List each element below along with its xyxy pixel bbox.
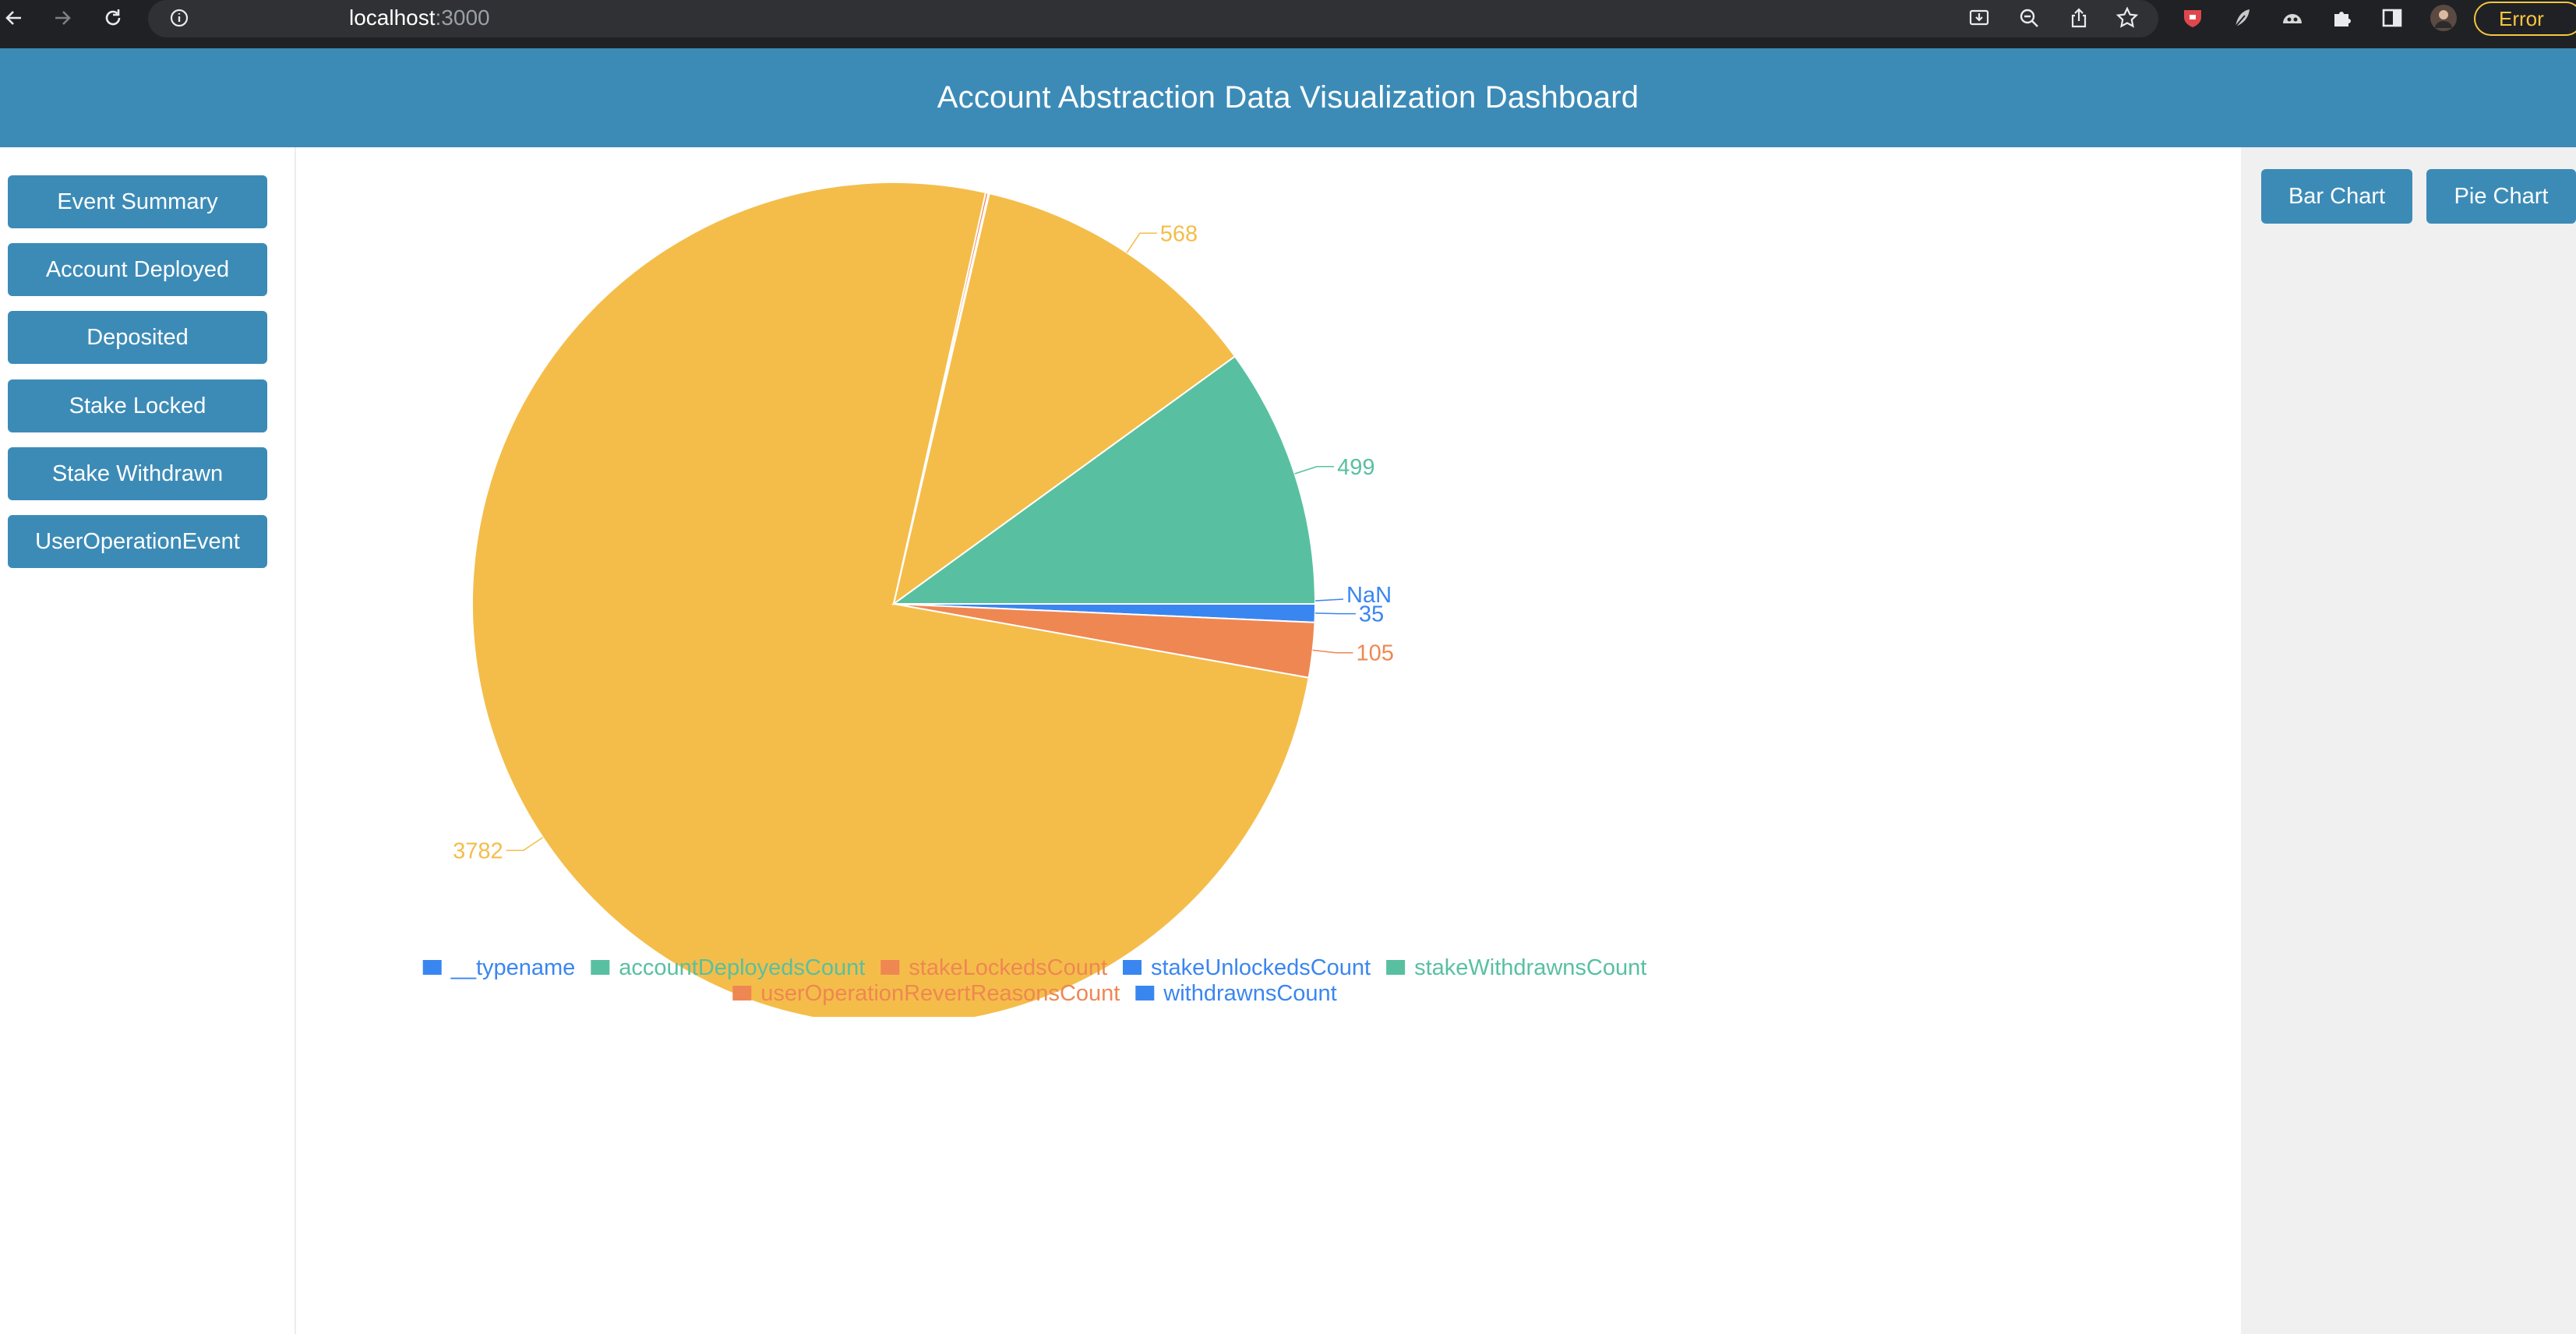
address-text: localhost:3000 xyxy=(349,3,490,33)
chart-legend: __typename accountDeployedsCount stakeLock… xyxy=(422,955,1646,1006)
back-arrow-icon[interactable] xyxy=(0,0,28,36)
nan-label-line xyxy=(1314,598,1344,602)
legend-swatch xyxy=(1135,986,1155,1000)
ghost-extension-icon[interactable] xyxy=(2277,0,2308,36)
address-host: localhost xyxy=(349,5,436,30)
slice-label-line xyxy=(506,837,544,852)
sidebar-item-deposited[interactable]: Deposited xyxy=(8,311,267,364)
leaf-extension-icon[interactable] xyxy=(2227,0,2258,36)
legend-label: withdrawnsCount xyxy=(1163,981,1336,1006)
reload-icon[interactable] xyxy=(97,0,129,36)
legend-item[interactable]: stakeLockedsCount xyxy=(880,955,1107,980)
sidebar-icon[interactable] xyxy=(2377,0,2408,36)
app-header: Account Abstraction Data Visualization D… xyxy=(0,48,2576,147)
legend-swatch xyxy=(732,986,752,1000)
legend-item[interactable]: stakeWithdrawnsCount xyxy=(1386,955,1646,980)
zoom-icon[interactable] xyxy=(2013,0,2045,36)
slice-value-label: 105 xyxy=(1357,641,1394,666)
pie-chart: 35 105 3782 568 499 NaN __typename accountDepl… xyxy=(422,182,1646,1025)
legend-item[interactable]: __typename xyxy=(422,955,576,980)
legend-label: stakeLockedsCount xyxy=(909,955,1107,980)
legend-label: stakeWithdrawnsCount xyxy=(1414,955,1646,980)
left-sidebar: Event Summary Account Deployed Deposited… xyxy=(0,147,296,1334)
address-bar[interactable]: localhost:3000 xyxy=(148,0,2158,37)
slice-value-label: 499 xyxy=(1337,455,1374,480)
legend-item[interactable]: userOperationRevertReasonsCount xyxy=(732,981,1120,1006)
legend-swatch xyxy=(591,960,610,975)
slice-label-line xyxy=(1314,612,1356,615)
pie-slice-labels: 35 105 3782 568 499 NaN xyxy=(453,221,1394,863)
nan-label: NaN xyxy=(1346,583,1392,608)
star-icon[interactable] xyxy=(2112,0,2143,36)
sidebar-item-stake-locked[interactable]: Stake Locked xyxy=(8,379,267,432)
slice-value-label: 35 xyxy=(1359,602,1384,627)
legend-swatch xyxy=(880,960,900,975)
bar-chart-button[interactable]: Bar Chart xyxy=(2261,169,2412,224)
address-port: :3000 xyxy=(435,5,490,30)
install-icon[interactable] xyxy=(1964,0,1995,36)
legend-label: accountDeployedsCount xyxy=(619,955,865,980)
page-title: Account Abstraction Data Visualization D… xyxy=(937,80,1639,115)
sidebar-item-account-deployed[interactable]: Account Deployed xyxy=(8,243,267,296)
share-icon[interactable] xyxy=(2063,0,2094,36)
legend-item[interactable]: stakeUnlockedsCount xyxy=(1123,955,1371,980)
forward-arrow-icon[interactable] xyxy=(47,0,78,36)
slice-value-label: 568 xyxy=(1160,221,1198,246)
legend-swatch xyxy=(1123,960,1142,975)
legend-label: userOperationRevertReasonsCount xyxy=(760,981,1120,1006)
pie-chart-button[interactable]: Pie Chart xyxy=(2426,169,2576,224)
profile-error-badge[interactable]: Error xyxy=(2474,2,2576,36)
legend-item[interactable]: accountDeployedsCount xyxy=(591,955,865,980)
profile-avatar[interactable] xyxy=(2426,0,2461,36)
sidebar-item-user-operation-event[interactable]: UserOperationEvent xyxy=(8,515,267,568)
right-panel: Bar Chart Pie Chart xyxy=(2241,147,2576,1334)
slice-value-label: 3782 xyxy=(453,838,503,863)
slice-label-line xyxy=(1294,466,1335,475)
legend-label: stakeUnlockedsCount xyxy=(1151,955,1371,980)
pie-slice[interactable] xyxy=(891,355,1317,605)
sidebar-item-stake-withdrawn[interactable]: Stake Withdrawn xyxy=(8,447,267,500)
sidebar-item-event-summary[interactable]: Event Summary xyxy=(8,175,267,228)
puzzle-icon[interactable] xyxy=(2327,0,2358,36)
slice-label-line xyxy=(1312,649,1353,654)
pie-slice[interactable] xyxy=(471,182,1310,1025)
pie-slices xyxy=(471,182,1317,1025)
legend-swatch xyxy=(422,960,442,975)
info-icon[interactable] xyxy=(164,0,195,36)
legend-swatch xyxy=(1386,960,1406,975)
error-label: Error xyxy=(2499,7,2544,30)
legend-item[interactable]: withdrawnsCount xyxy=(1135,981,1337,1006)
shield-extension-icon[interactable] xyxy=(2177,0,2208,36)
browser-toolbar: localhost:3000 Error xyxy=(0,0,2576,48)
slice-label-line xyxy=(1126,232,1157,253)
legend-label: __typename xyxy=(450,955,576,980)
